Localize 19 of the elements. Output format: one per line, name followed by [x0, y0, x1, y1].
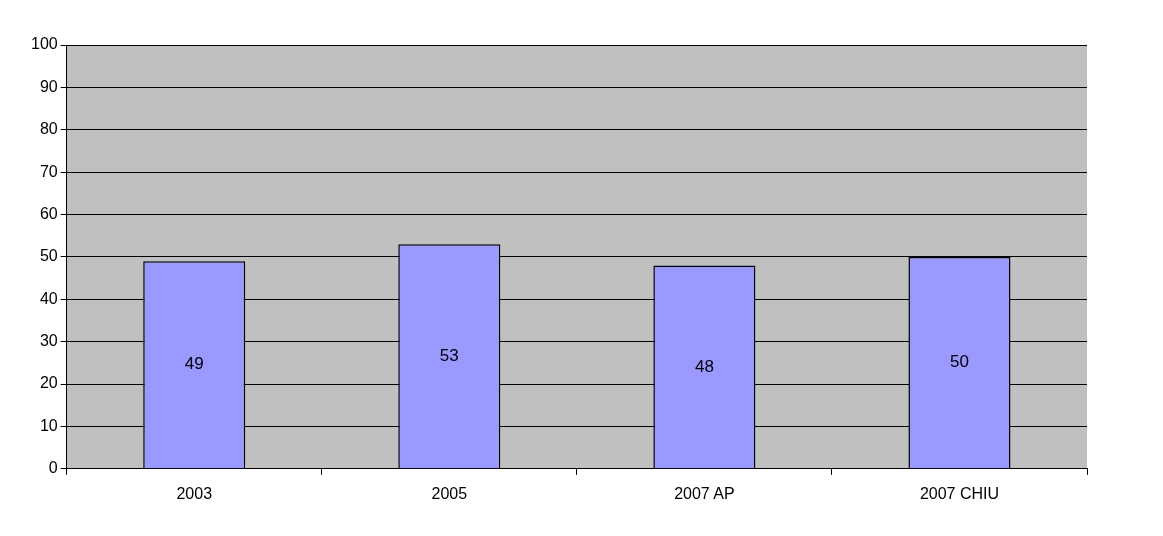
y-tick-label: 30	[39, 332, 58, 350]
y-tick-label: 60	[39, 204, 58, 222]
x-tick-label: 2007 AP	[674, 484, 735, 502]
data-label: 50	[950, 352, 969, 372]
y-tick-label: 40	[39, 289, 58, 307]
y-tick-label: 20	[39, 374, 58, 392]
y-tick-label: 50	[39, 247, 58, 265]
x-tick-label: 2003	[176, 484, 213, 502]
y-tick-label: 10	[39, 416, 58, 434]
data-label: 49	[184, 354, 204, 374]
x-tick-label: 2005	[431, 484, 468, 502]
data-label: 48	[694, 356, 714, 376]
y-tick-label: 0	[48, 459, 58, 477]
y-tick-label: 80	[39, 120, 58, 138]
y-tick-label: 100	[30, 35, 58, 53]
x-tick-label: 2007 CHIU	[919, 484, 1000, 502]
data-label: 53	[439, 345, 459, 365]
y-tick-label: 70	[39, 162, 58, 180]
y-tick-label: 90	[39, 77, 58, 95]
